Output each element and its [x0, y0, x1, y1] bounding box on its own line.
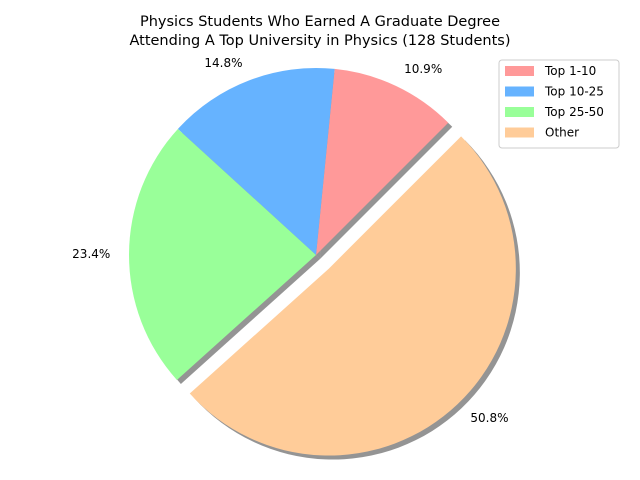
pie-label-top-1-10: 10.9% — [404, 62, 442, 76]
pie-slice-top-1-10 — [316, 68, 449, 256]
legend-label-top-1-10: Top 1-10 — [544, 64, 596, 78]
legend-swatch-top-10-25 — [505, 86, 534, 97]
legend-swatch-top-1-10 — [505, 66, 534, 76]
legend-swatch-top-25-50 — [505, 107, 534, 117]
pie-label-top-25-50: 23.4% — [72, 247, 110, 261]
pie-label-other: 50.8% — [470, 411, 508, 425]
chart-title-line-1: Physics Students Who Earned A Graduate D… — [140, 14, 500, 30]
legend-label-other: Other — [545, 126, 579, 140]
legend-label-top-25-50: Top 25-50 — [544, 105, 604, 119]
chart-title-line-2: Attending A Top University in Physics (1… — [129, 33, 510, 49]
pie-slice-top-25-50 — [129, 128, 316, 380]
legend-swatch-other — [505, 127, 534, 138]
legend-frame — [498, 59, 620, 149]
pie-labels: 10.9% 14.8% 23.4% 50.8% — [72, 56, 508, 425]
pie-slice-other — [189, 136, 516, 456]
pie-slice-top-10-25 — [177, 67, 335, 256]
pie-slices — [129, 67, 516, 456]
legend: Top 1-10 Top 10-25 Top 25-50 Other — [498, 59, 620, 149]
legend-label-top-10-25: Top 10-25 — [544, 85, 604, 99]
pie-label-top-10-25: 14.8% — [204, 56, 242, 70]
